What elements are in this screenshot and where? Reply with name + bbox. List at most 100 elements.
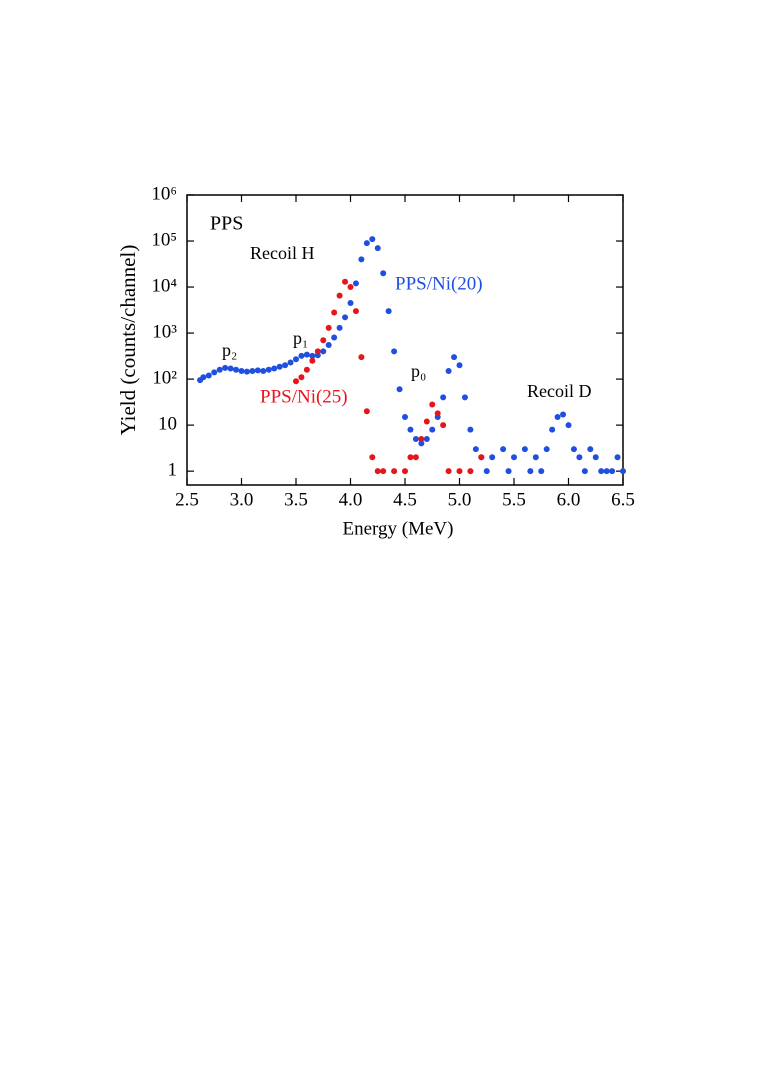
annotation: PPS [210,213,243,235]
data-point [227,365,234,372]
data-point [445,468,452,475]
data-point [363,408,370,415]
data-point [412,435,419,442]
data-point [418,435,425,442]
data-point [521,446,528,453]
data-point [434,410,441,417]
data-point [423,418,430,425]
data-point [211,369,218,376]
data-point [451,354,458,361]
data-point [293,356,299,363]
data-point [347,300,354,307]
data-point [445,367,452,374]
data-point [467,468,474,475]
data-point [342,314,349,321]
data-point [347,284,354,291]
data-point [440,394,447,401]
data-point [369,454,376,461]
y-tick-label: 10 [158,413,177,434]
data-point [222,364,229,371]
data-point [358,354,365,361]
data-point [467,426,474,433]
data-point [565,422,572,429]
data-point [363,240,370,247]
data-point [560,411,567,418]
data-point [570,446,577,453]
data-point [271,365,278,372]
data-point [216,366,223,373]
data-point [402,468,408,475]
data-point [309,357,316,364]
data-point [456,468,463,475]
data-point [320,348,327,355]
data-point [260,367,267,374]
data-point [489,454,496,461]
data-point [369,236,376,243]
data-point [205,372,212,379]
data-point [325,324,332,331]
y-tick-label: 10² [152,367,177,388]
y-tick-label: 10⁵ [151,229,177,250]
x-tick-label: 3.0 [230,489,254,510]
data-point [456,362,463,369]
data-point [352,308,359,315]
y-tick-label: 10³ [152,321,177,342]
data-point [532,454,539,461]
data-point [282,362,289,369]
series-label: PPS/Ni(25) [260,386,348,407]
data-point [391,348,398,355]
y-tick-label: 10⁴ [151,275,177,296]
data-point [407,454,414,461]
data-point [336,324,343,331]
annotation: Recoil D [527,381,592,401]
data-point [614,454,621,461]
x-tick-label: 3.5 [284,489,308,510]
data-point [407,426,414,433]
data-point [233,366,240,373]
x-tick-label: 5.0 [448,489,472,510]
data-point [478,454,485,461]
data-point [287,359,294,366]
data-point [429,401,436,408]
data-point [331,309,338,316]
data-point [374,245,381,252]
y-tick-label: 10⁶ [151,183,177,204]
data-point [303,351,310,358]
data-point [505,468,512,475]
data-point [483,468,490,475]
data-point [358,256,365,263]
data-point [314,348,321,355]
data-point [527,468,534,475]
x-tick-label: 6.0 [557,489,581,510]
data-point [380,468,387,475]
data-point [592,454,599,461]
x-tick-label: 5.5 [502,489,526,510]
x-tick-label: 4.0 [339,489,363,510]
data-point [581,468,588,475]
data-point [620,468,626,475]
annotation: Recoil H [250,243,315,263]
y-axis-label: Yield (counts/channel) [116,245,140,436]
data-point [461,394,468,401]
data-point [412,454,419,461]
data-point [440,422,447,429]
data-point [200,374,207,381]
annotation: p₀ [411,361,426,381]
data-point [309,352,316,359]
data-point [598,468,605,475]
data-point [331,334,338,341]
x-tick-label: 4.5 [393,489,417,510]
data-point [380,270,387,277]
data-point [587,446,594,453]
data-point [265,366,272,373]
data-point [342,278,349,285]
data-point [243,368,250,375]
data-point [543,446,550,453]
data-point [576,454,583,461]
data-point [254,367,261,374]
data-point [293,378,299,385]
data-point [276,363,283,370]
annotation: p₂ [222,340,237,360]
data-point [423,435,430,442]
